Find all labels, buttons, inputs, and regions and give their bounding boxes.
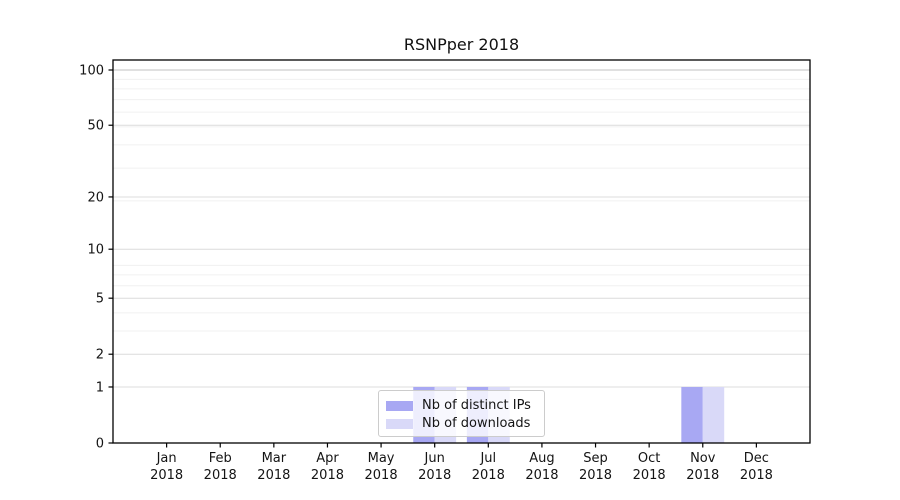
plot-frame xyxy=(112,59,811,444)
x-tick-label-month: Nov xyxy=(690,451,716,466)
chart-title: RSNPper 2018 xyxy=(403,35,520,54)
x-tick-label-year: 2018 xyxy=(257,468,290,483)
legend-item-downloads: Nb of downloads xyxy=(386,416,536,431)
x-tick-label-month: Jan xyxy=(156,451,177,466)
y-tick-label: 50 xyxy=(87,119,104,134)
x-tick-label-year: 2018 xyxy=(365,468,398,483)
x-tick-label-year: 2018 xyxy=(686,468,719,483)
legend-label-downloads: Nb of downloads xyxy=(422,416,531,431)
y-tick-label: 1 xyxy=(96,380,104,395)
x-tick-label-month: Feb xyxy=(209,451,232,466)
x-tick-label-year: 2018 xyxy=(740,468,773,483)
x-tick-label-month: Oct xyxy=(638,451,660,466)
x-tick-label-month: Mar xyxy=(262,451,287,466)
x-tick-label-year: 2018 xyxy=(472,468,505,483)
x-tick-label-month: Sep xyxy=(583,451,608,466)
legend-box: Nb of distinct IPs Nb of downloads xyxy=(378,390,545,437)
x-tick-label-year: 2018 xyxy=(579,468,612,483)
x-tick-label-month: Dec xyxy=(744,451,769,466)
x-tick-label-month: May xyxy=(368,451,395,466)
legend-item-distinct-ips: Nb of distinct IPs xyxy=(386,398,536,413)
bar-distinct-ips-nov xyxy=(681,386,703,443)
y-tick-label: 0 xyxy=(96,437,104,452)
y-tick-label: 2 xyxy=(96,348,104,363)
legend-label-distinct-ips: Nb of distinct IPs xyxy=(422,398,531,413)
x-tick-label-month: Jul xyxy=(479,451,496,466)
y-tick-label: 20 xyxy=(87,190,104,205)
legend-swatch-distinct-ips xyxy=(386,400,413,411)
x-tick-label-month: Aug xyxy=(529,451,554,466)
x-tick-label-year: 2018 xyxy=(418,468,451,483)
x-tick-label-year: 2018 xyxy=(150,468,183,483)
x-tick-label-month: Jun xyxy=(424,451,445,466)
x-tick-label-year: 2018 xyxy=(633,468,666,483)
x-tick-label-month: Apr xyxy=(316,451,339,466)
bar-downloads-nov xyxy=(702,386,725,443)
x-tick-label-year: 2018 xyxy=(311,468,344,483)
x-tick-label-year: 2018 xyxy=(204,468,237,483)
y-tick-label: 10 xyxy=(87,243,104,258)
legend-swatch-downloads xyxy=(386,418,413,429)
y-tick-label: 5 xyxy=(96,292,104,307)
y-tick-label: 100 xyxy=(79,64,104,79)
x-tick-label-year: 2018 xyxy=(525,468,558,483)
